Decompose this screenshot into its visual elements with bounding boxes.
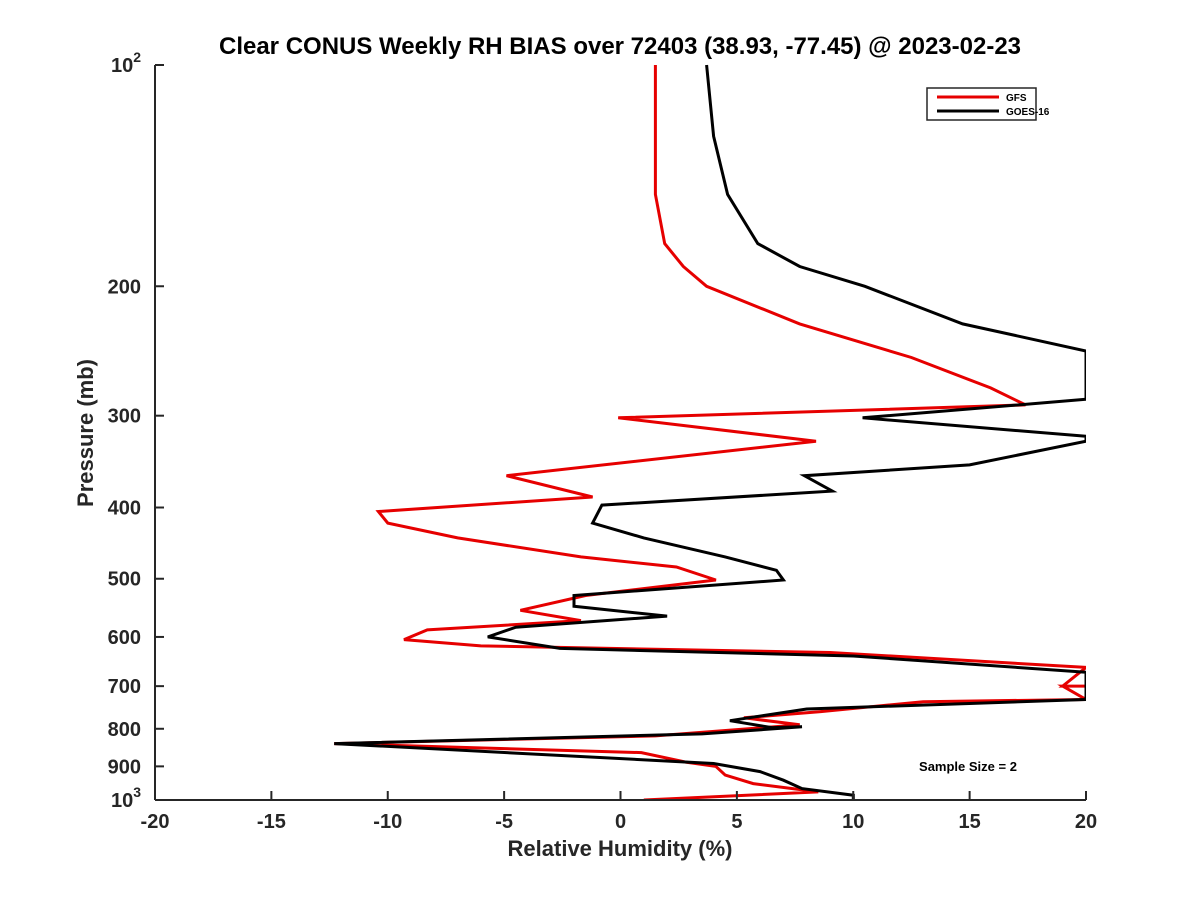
y-axis-title: Pressure (mb) (73, 359, 98, 507)
y-tick-label: 600 (108, 627, 141, 649)
series-line-goes-16 (334, 64, 1086, 800)
x-tick-label: 10 (842, 811, 864, 833)
y-tick-label: 103 (111, 784, 141, 812)
y-tick-label: 200 (108, 276, 141, 298)
legend: GFS GOES-16 (926, 87, 1050, 121)
chart-title: Clear CONUS Weekly RH BIAS over 72403 (3… (219, 33, 1021, 60)
x-tick-label: -20 (141, 811, 170, 833)
y-tick-label: 400 (108, 498, 141, 520)
y-tick-label: 500 (108, 569, 141, 591)
legend-label: GOES-16 (1006, 107, 1050, 118)
plot-area (334, 64, 1086, 801)
y-tick-label: 900 (108, 756, 141, 778)
x-tick-label: -15 (257, 811, 286, 833)
y-tick-label: 700 (108, 676, 141, 698)
x-tick-label: 20 (1075, 811, 1097, 833)
y-tick-label: 102 (111, 49, 141, 77)
y-tick-label: 300 (108, 406, 141, 428)
x-axis-title: Relative Humidity (%) (508, 836, 733, 861)
y-tick-label: 800 (108, 719, 141, 741)
x-tick-label: 0 (615, 811, 626, 833)
legend-label: GFS (1006, 93, 1027, 104)
x-tick-label: -10 (373, 811, 402, 833)
x-tick-label: -5 (495, 811, 513, 833)
axes: -20 -15 -10 -5 0 5 10 15 20 102 200 300 400 500 600 700… (108, 49, 1098, 833)
x-tick-label: 15 (959, 811, 981, 833)
x-tick-label: 5 (731, 811, 742, 833)
sample-size-annotation: Sample Size = 2 (919, 759, 1017, 774)
legend-box (926, 87, 1037, 121)
